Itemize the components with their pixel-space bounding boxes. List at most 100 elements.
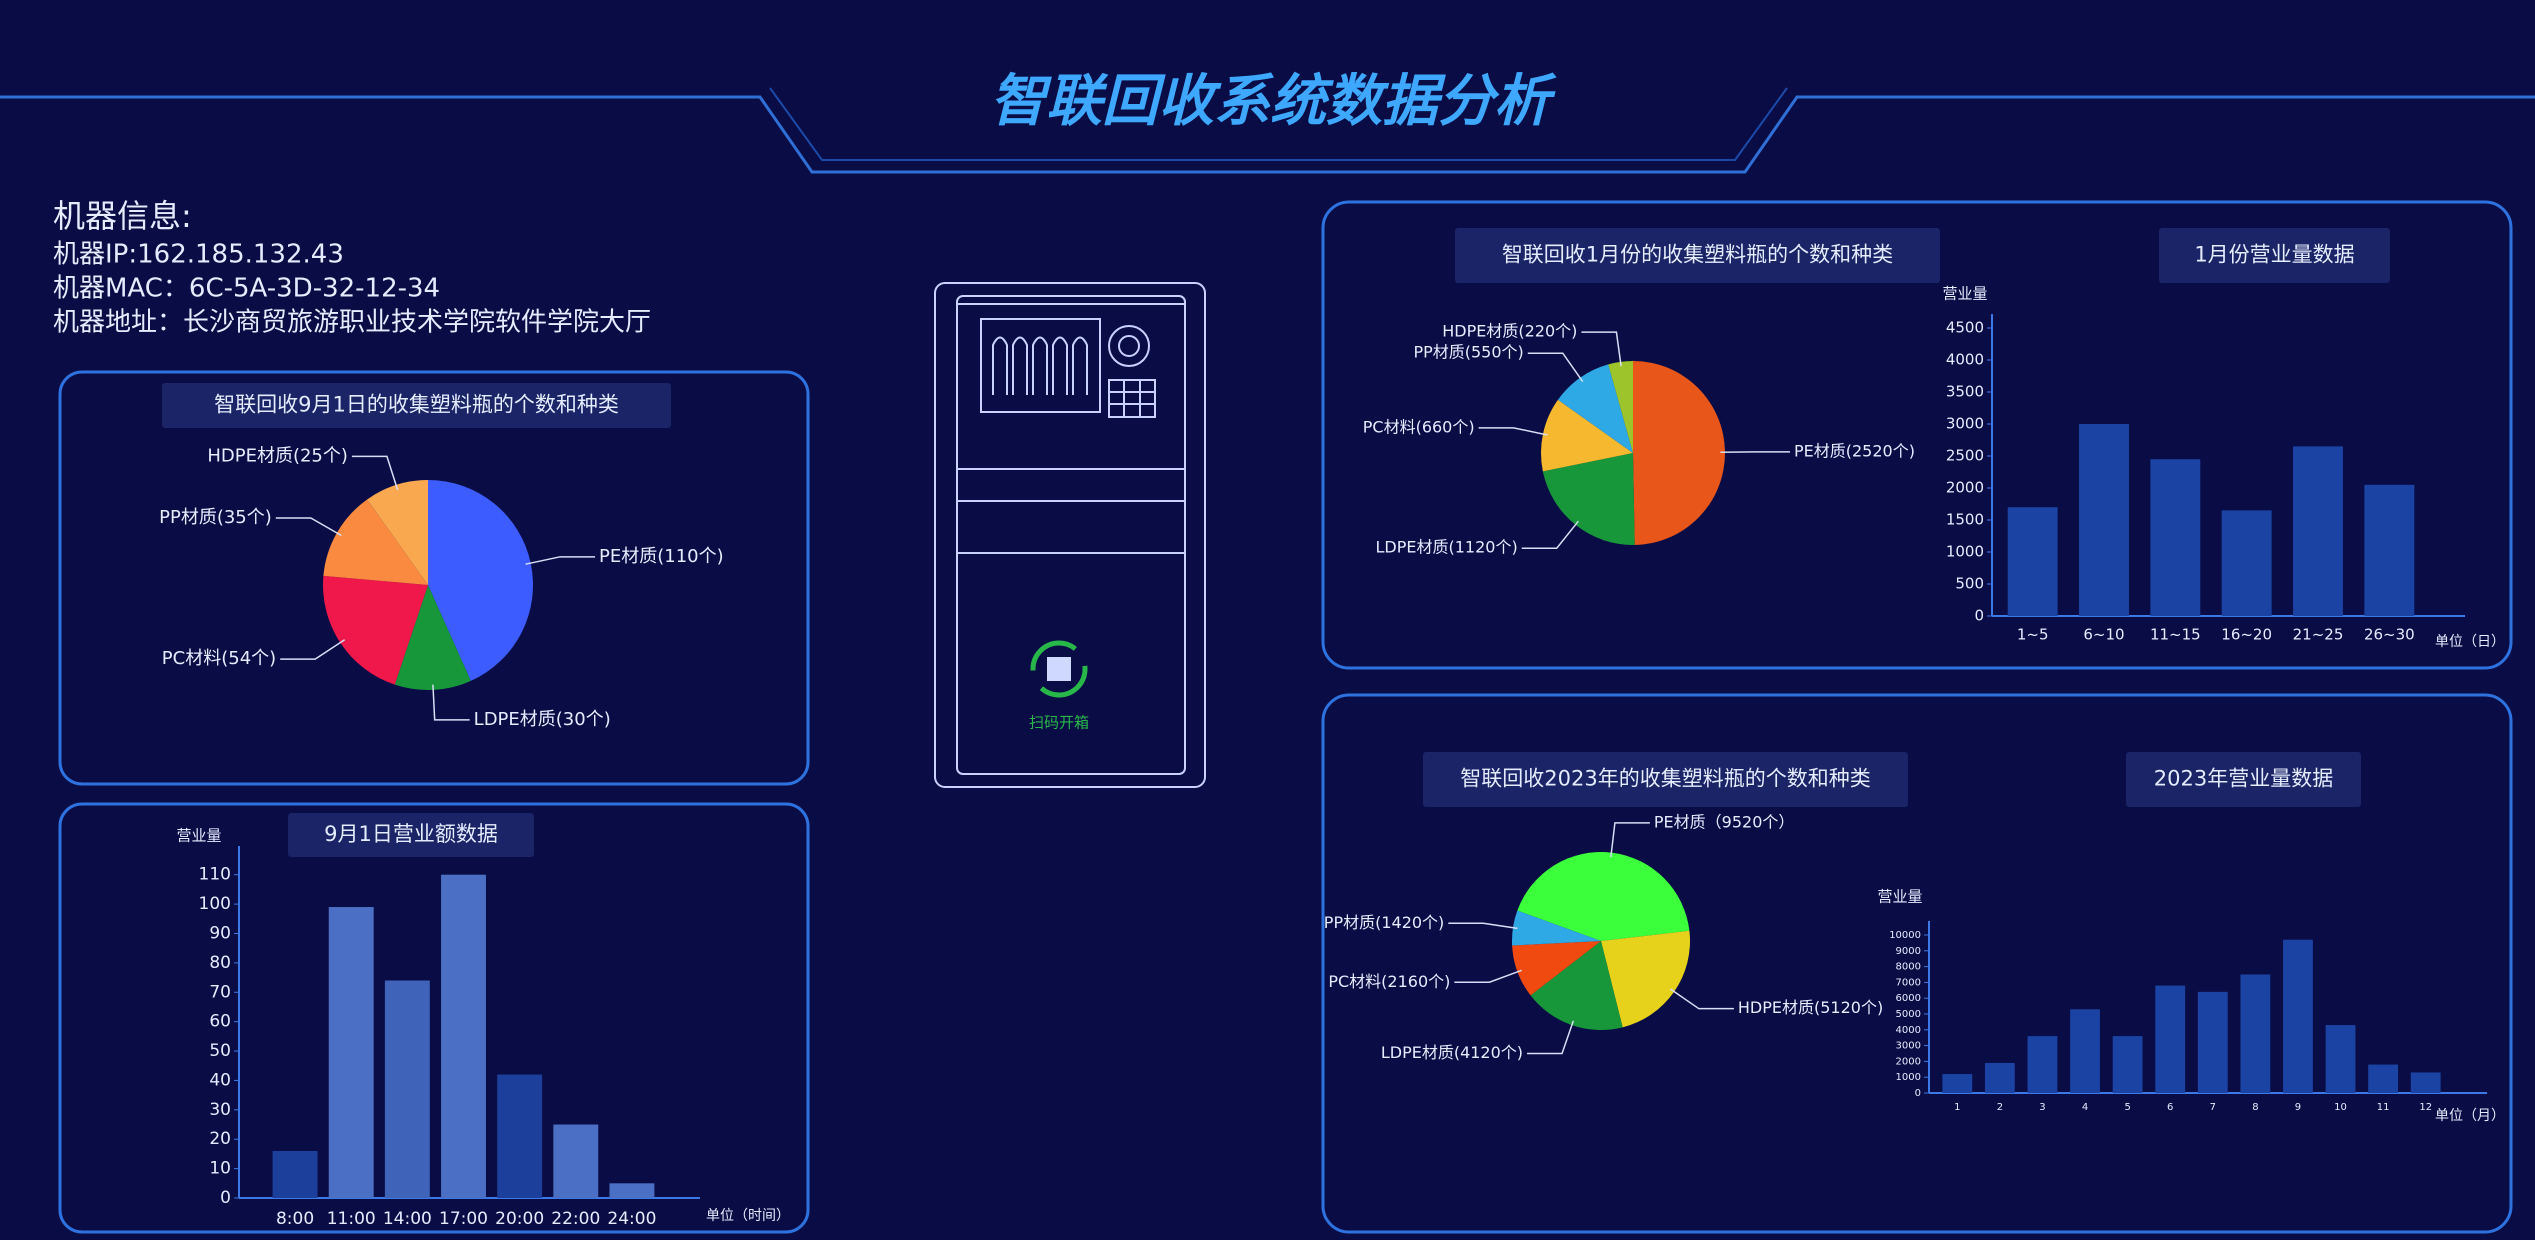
pie-slice	[1608, 361, 1633, 453]
y-tick-label: 2500	[1946, 447, 1984, 465]
panel	[58, 370, 810, 786]
y-tick-label: 500	[1955, 575, 1984, 593]
machine-info-line: 机器地址：长沙商贸旅游职业技术学院软件学院大厅	[53, 308, 651, 338]
leader-line	[432, 684, 470, 721]
pie-slice	[1541, 399, 1633, 472]
panel	[1321, 200, 2513, 670]
y-tick-label: 100	[199, 894, 231, 914]
bar	[2410, 1072, 2441, 1093]
pie-slice	[428, 480, 533, 681]
x-tick-label: 5	[2124, 1102, 2130, 1113]
x-tick-label: 1	[1954, 1102, 1960, 1113]
device-qr-ring	[1030, 640, 1088, 698]
bar	[2027, 1036, 2058, 1093]
pie-slice	[1557, 364, 1633, 453]
bar	[2364, 484, 2415, 616]
chart-title: 智联回收1月份的收集塑料瓶的个数和种类	[1502, 243, 1893, 267]
leader-line	[1527, 1020, 1575, 1055]
y-tick-label: 0	[1915, 1088, 1921, 1099]
slice-label: PC材料(2160个)	[1328, 972, 1450, 991]
panel	[58, 802, 810, 1234]
slice-label: HDPE材质(220个)	[1442, 322, 1577, 341]
y-tick-label: 0	[220, 1188, 231, 1208]
chart-title-box	[2126, 752, 2361, 807]
pie-slice	[394, 585, 471, 690]
pie-slice	[1517, 851, 1690, 941]
x-tick-label: 6~10	[2083, 626, 2124, 644]
x-tick-label: 17:00	[439, 1209, 488, 1229]
chart-title-box	[2159, 228, 2390, 283]
leader-line	[1521, 520, 1579, 549]
y-tick-label: 1000	[1946, 543, 1984, 561]
device-keypad	[1108, 379, 1156, 418]
leader-line	[1454, 969, 1522, 984]
bar	[609, 1183, 655, 1198]
bar	[2112, 1036, 2143, 1093]
bar	[2283, 939, 2313, 1093]
x-tick-label: 9	[2295, 1102, 2301, 1113]
x-tick-label: 14:00	[383, 1209, 432, 1229]
chart-title: 智联回收2023年的收集塑料瓶的个数和种类	[1460, 767, 1870, 791]
bar	[2325, 1025, 2356, 1093]
panel	[1321, 693, 2513, 1234]
device-label: 扫码开箱	[1029, 714, 1089, 732]
x-tick-label: 4	[2082, 1102, 2088, 1113]
pie-slice	[323, 499, 428, 585]
device-keys	[1109, 380, 1155, 417]
x-tick-label: 3	[2039, 1102, 2045, 1113]
device-body	[934, 282, 1206, 788]
slice-label: LDPE材质(1120个)	[1376, 538, 1518, 557]
slice-label: LDPE材质(4120个)	[1381, 1043, 1523, 1062]
bar	[2155, 985, 2186, 1093]
machine-info-heading: 机器信息:	[53, 197, 192, 235]
y-axis-title: 营业量	[176, 827, 221, 845]
slice-label: PE材质(2520个)	[1794, 441, 1915, 460]
x-tick-label: 26~30	[2364, 626, 2415, 644]
leader-line	[525, 556, 596, 565]
y-axis-title: 营业量	[1942, 285, 1987, 303]
machine-info-line: 机器IP:162.185.132.43	[53, 240, 344, 270]
chart-title: 9月1日营业额数据	[324, 822, 498, 846]
device-inner	[956, 295, 1186, 775]
x-unit-label: 单位（日）	[2435, 634, 2505, 650]
chart-title-box	[162, 383, 671, 428]
bar	[2221, 510, 2272, 616]
bar	[2070, 1009, 2100, 1093]
bar	[497, 1074, 543, 1198]
y-tick-label: 4000	[1896, 1025, 1921, 1036]
y-tick-label: 4500	[1946, 319, 1984, 337]
x-tick-label: 11	[2377, 1102, 2390, 1113]
page-title: 智联回收系统数据分析	[990, 69, 1557, 134]
x-tick-label: 21~25	[2293, 626, 2344, 644]
x-unit-label: 单位（月）	[2435, 1108, 2505, 1124]
slice-label: HDPE材质(25个)	[207, 445, 348, 466]
slice-label: PP材质(35个)	[159, 507, 272, 528]
bar	[2150, 459, 2201, 616]
bar	[2079, 424, 2129, 616]
device-knob	[1108, 325, 1150, 367]
pie-slice	[1542, 453, 1635, 546]
bar	[1984, 1062, 2015, 1093]
header-frame-inner	[769, 87, 1788, 161]
y-tick-label: 7000	[1896, 977, 1921, 988]
device-screen	[980, 318, 1101, 413]
x-tick-label: 16~20	[2221, 626, 2272, 644]
y-tick-label: 40	[209, 1070, 231, 1090]
y-tick-label: 10000	[1889, 930, 1921, 941]
y-tick-label: 1000	[1896, 1072, 1921, 1083]
header-frame	[0, 95, 2535, 174]
y-tick-label: 6000	[1896, 993, 1921, 1004]
chart-title: 2023年营业量数据	[2154, 767, 2333, 791]
x-tick-label: 8:00	[276, 1209, 314, 1229]
y-tick-label: 1500	[1946, 511, 1984, 529]
chart-title: 智联回收9月1日的收集塑料瓶的个数和种类	[214, 393, 619, 417]
x-tick-label: 12	[2419, 1102, 2432, 1113]
slice-label: PP材质(1420个)	[1324, 913, 1445, 932]
slice-label: PP材质(550个)	[1413, 343, 1523, 362]
leader-line	[280, 639, 346, 660]
y-tick-label: 20	[209, 1129, 231, 1149]
y-tick-label: 70	[209, 982, 231, 1002]
leader-line	[1478, 427, 1548, 436]
device-screen-art	[992, 336, 1088, 395]
